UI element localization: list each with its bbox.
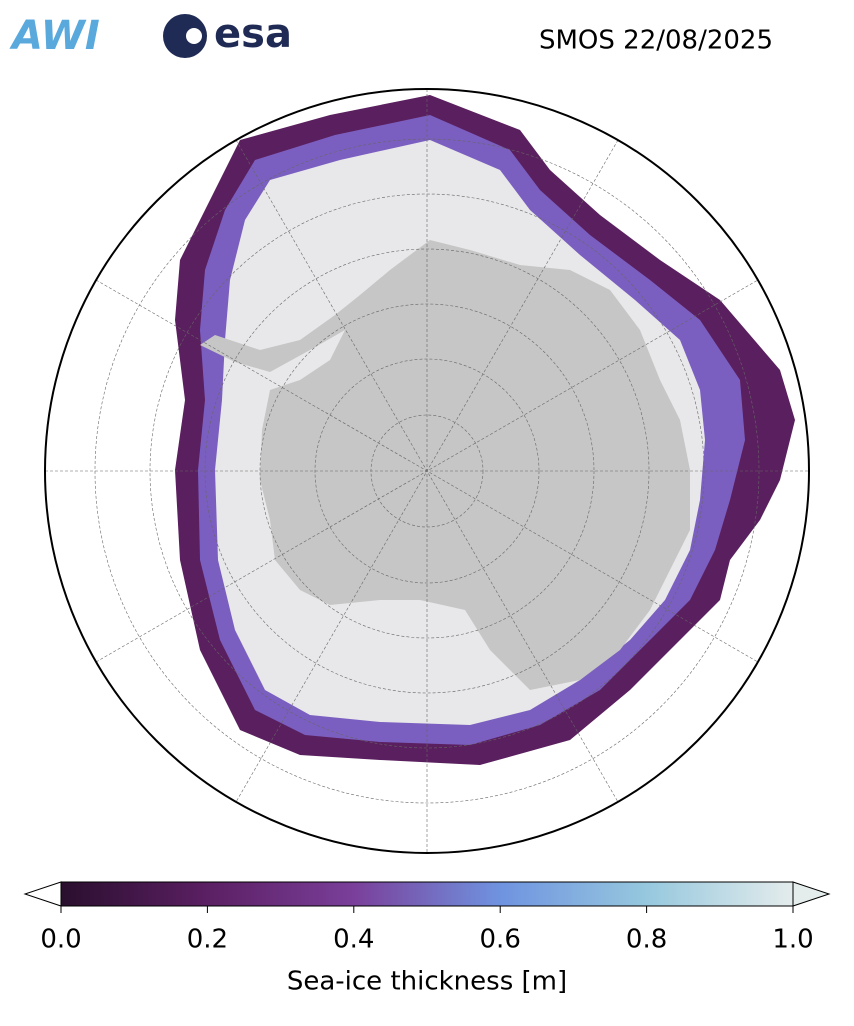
colorbar-extend-low xyxy=(23,881,62,907)
esa-logo: esa xyxy=(214,11,292,57)
colorbar-tick-label: 0.8 xyxy=(626,925,667,955)
colorbar-label: Sea-ice thickness [m] xyxy=(287,967,567,997)
colorbar-tick-label: 1.0 xyxy=(772,925,813,955)
logos: AWI esa xyxy=(9,11,292,59)
esa-mark-hole xyxy=(186,28,202,44)
title: SMOS 22/08/2025 xyxy=(539,26,773,56)
colorbar-extend-high xyxy=(792,881,831,907)
antarctica xyxy=(200,240,690,690)
awi-logo: AWI xyxy=(9,13,100,59)
colorbar-tick-label: 0.6 xyxy=(480,925,521,955)
colorbar-gradient xyxy=(60,881,794,907)
colorbar-tick-label: 0.2 xyxy=(187,925,228,955)
map-frame xyxy=(44,88,810,854)
esa-mark xyxy=(163,14,207,58)
graticule xyxy=(45,89,809,853)
colorbar-tick-label: 0.4 xyxy=(333,925,374,955)
map xyxy=(45,89,809,853)
colorbar-tick-label: 0.0 xyxy=(40,925,81,955)
colorbar xyxy=(23,881,831,907)
